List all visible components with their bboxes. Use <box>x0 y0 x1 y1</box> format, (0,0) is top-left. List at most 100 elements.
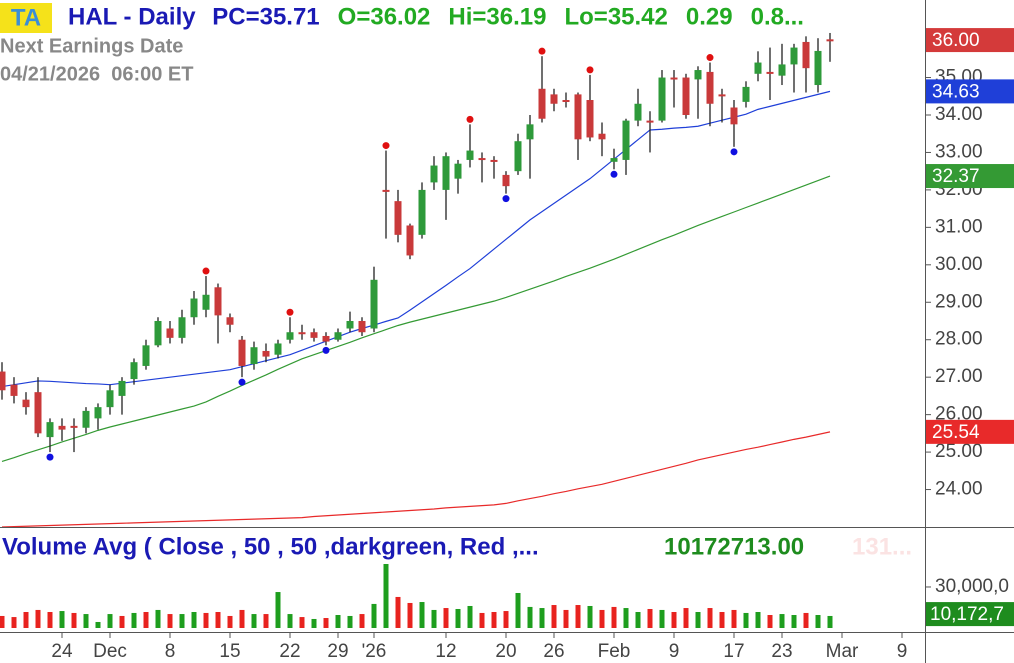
y-tick-label: 30.00 <box>935 254 983 275</box>
volume-bar <box>407 602 413 628</box>
volume-average: 10172713.00 <box>664 533 804 560</box>
y-tick-label: 28.00 <box>935 329 983 350</box>
x-tick-label: 9 <box>897 641 908 662</box>
volume-bar <box>155 609 161 628</box>
volume-title: Volume Avg ( Close , 50 , 50 ,darkgreen,… <box>2 533 539 560</box>
volume-bar <box>731 609 737 628</box>
candle-body <box>442 156 450 190</box>
volume-bar <box>119 615 125 628</box>
volume-bar <box>659 609 665 628</box>
swing-high-dot <box>202 267 210 275</box>
volume-bar <box>227 615 233 628</box>
candle-body <box>550 94 558 104</box>
candle-body <box>814 50 822 86</box>
y-tick-label: 27.00 <box>935 366 983 387</box>
volume-bar <box>215 612 221 628</box>
candle-body <box>394 201 402 235</box>
x-tick-label: 29 <box>327 641 348 662</box>
volume-bar <box>419 602 425 628</box>
x-tick-label: 8 <box>165 641 176 662</box>
candle-body <box>634 103 642 121</box>
y-tick-label: 31.00 <box>935 216 983 237</box>
volume-bar <box>0 615 5 628</box>
earnings-note: Next Earnings Date <box>0 35 183 57</box>
volume-bar <box>311 618 317 628</box>
volume-pane <box>0 564 833 628</box>
candle-body <box>718 94 726 97</box>
average-box <box>926 602 1014 627</box>
swing-high-dot <box>382 142 390 150</box>
swing-high-dot <box>538 47 546 55</box>
header-item: 0.8... <box>751 3 804 30</box>
chart-title: HAL - Daily <box>68 3 196 30</box>
swing-low-dot <box>238 378 246 386</box>
x-tick-label: '26 <box>362 641 387 662</box>
candle-body <box>370 279 378 329</box>
volume-bar <box>179 614 185 628</box>
y-tick-label: 30,000,0 <box>935 576 1009 597</box>
volume-bar <box>239 609 245 628</box>
swing-low-dot <box>322 346 330 354</box>
candle-body <box>250 347 258 365</box>
x-tick-label: Feb <box>598 641 631 662</box>
volume-bar <box>779 614 785 628</box>
volume-bar <box>743 612 749 628</box>
y-tick-label: 26.00 <box>935 404 983 425</box>
candle-body <box>46 422 54 438</box>
candle-body <box>202 294 210 310</box>
volume-bar <box>611 606 617 628</box>
volume-bar <box>491 612 497 628</box>
last-value-box <box>926 164 1014 189</box>
moving-average-line <box>1 431 831 527</box>
candle-body <box>514 141 522 172</box>
candle-body <box>298 332 306 335</box>
candle-body <box>22 399 30 408</box>
volume-bar <box>527 606 533 628</box>
candle-body <box>142 345 150 366</box>
swing-high-dot <box>466 115 474 123</box>
volume-bar <box>251 614 257 628</box>
candle-body <box>562 100 570 103</box>
moving-average-line <box>1 175 831 463</box>
y-tick-label: 25.00 <box>935 441 983 462</box>
header-item: 0.29 <box>686 3 733 30</box>
volume-bar <box>191 612 197 628</box>
volume-bar <box>383 564 389 628</box>
volume-bar <box>683 608 689 628</box>
x-tick-label: 24 <box>51 641 73 662</box>
candle-body <box>334 332 342 340</box>
volume-bar <box>479 612 485 628</box>
candle-body <box>346 320 354 329</box>
volume-bar <box>827 615 833 628</box>
volume-bar <box>815 615 821 628</box>
candle-body <box>826 39 834 42</box>
volume-bar <box>791 615 797 628</box>
candle-body <box>478 158 486 161</box>
x-tick-label: 23 <box>771 641 792 662</box>
candle-body <box>238 339 246 366</box>
volume-bar <box>47 612 53 628</box>
candle-body <box>262 350 270 357</box>
last-value-box <box>926 79 1014 104</box>
volume-bar <box>563 609 569 628</box>
volume-bar <box>23 612 29 628</box>
candle-body <box>742 86 750 102</box>
volume-bar <box>143 612 149 628</box>
candle-body <box>586 100 594 138</box>
volume-bar <box>35 609 41 628</box>
candle-body <box>406 225 414 256</box>
x-tick-label: Dec <box>93 641 127 662</box>
swing-low-dot <box>502 195 510 203</box>
last-value-box <box>926 28 1014 53</box>
candle-body <box>526 124 534 140</box>
candle-body <box>622 120 630 160</box>
volume-bar <box>443 608 449 628</box>
y-tick-label: 33.00 <box>935 141 983 162</box>
volume-bar <box>131 612 137 628</box>
volume-bar <box>431 609 437 628</box>
volume-bar <box>755 612 761 628</box>
candle-body <box>178 317 186 338</box>
